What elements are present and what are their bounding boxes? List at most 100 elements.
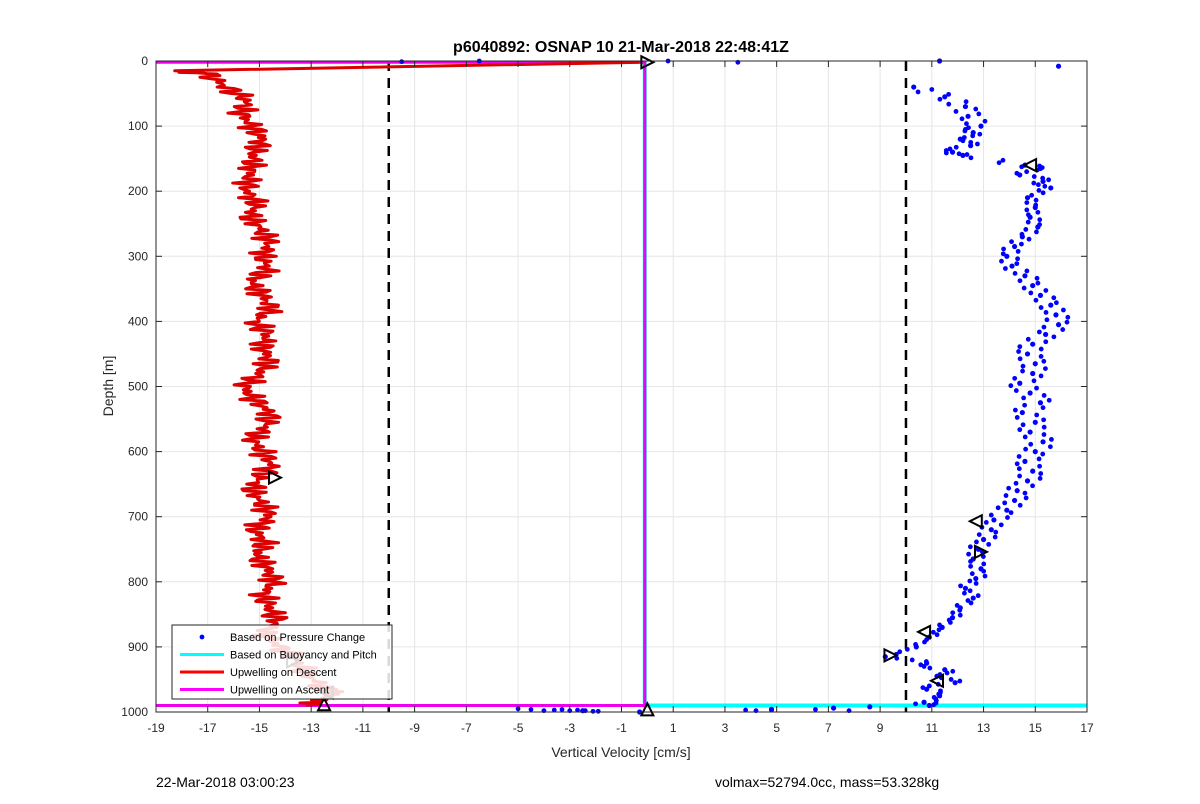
pressure-point	[1030, 468, 1036, 474]
pressure-point	[946, 91, 952, 97]
pressure-point	[1064, 319, 1070, 325]
triangle-marker	[915, 624, 932, 640]
pressure-point	[1004, 507, 1010, 513]
pressure-point	[1015, 256, 1020, 262]
pressure-point	[924, 686, 930, 692]
pressure-point	[1041, 432, 1047, 437]
pressure-point	[1008, 510, 1014, 516]
triangle-marker	[928, 673, 945, 689]
pressure-point	[1041, 393, 1047, 398]
pressure-point	[1065, 314, 1071, 320]
pressure-point	[1025, 219, 1031, 225]
pressure-point	[991, 517, 997, 523]
pressure-point	[1041, 424, 1047, 430]
pressure-point	[957, 607, 963, 613]
pressure-point	[1031, 378, 1037, 384]
pressure-point	[1032, 204, 1038, 211]
pressure-point	[1030, 341, 1036, 347]
pressure-point	[1027, 390, 1033, 396]
footer-volmax-mass: volmax=52794.0cc, mass=53.328kg	[715, 774, 940, 790]
pressure-point	[1017, 427, 1023, 433]
pressure-point	[926, 702, 932, 709]
pressure-point	[595, 708, 601, 714]
pressure-point	[960, 138, 966, 144]
pressure-point	[1013, 388, 1019, 393]
pressure-point	[946, 101, 952, 107]
pressure-point	[1022, 490, 1028, 496]
pressure-point	[982, 118, 988, 124]
pressure-point	[1035, 280, 1041, 286]
pressure-point	[1033, 297, 1039, 303]
pressure-point	[964, 152, 970, 157]
legend-label: Upwelling on Descent	[230, 667, 336, 679]
pressure-point	[1002, 500, 1008, 506]
pressure-point	[1060, 327, 1066, 332]
pressure-point	[897, 649, 903, 655]
pressure-point	[1042, 183, 1048, 189]
x-tick-label: 17	[1080, 721, 1094, 735]
pressure-point	[1025, 336, 1031, 342]
x-tick-label: -5	[513, 721, 524, 735]
pressure-point	[1017, 502, 1023, 508]
pressure-point	[1016, 466, 1022, 472]
pressure-point	[936, 693, 943, 699]
triangle-marker	[640, 54, 656, 70]
pressure-point	[949, 149, 956, 155]
pressure-point	[1047, 444, 1053, 450]
pressure-point	[1037, 463, 1042, 469]
pressure-point	[1034, 229, 1039, 235]
y-tick-label: 1000	[121, 705, 148, 719]
pressure-point	[1049, 436, 1054, 442]
footer-timestamp: 22-Mar-2018 03:00:23	[156, 774, 295, 790]
pressure-point	[1027, 429, 1033, 435]
pressure-point	[1035, 224, 1041, 230]
pressure-point	[934, 632, 940, 638]
pressure-point	[967, 578, 973, 584]
legend: Based on Pressure Change Based on Buoyanc…	[171, 624, 393, 700]
x-tick-label: 15	[1029, 721, 1043, 735]
pressure-point	[1024, 207, 1030, 213]
pressure-point	[976, 111, 982, 117]
y-tick-label: 200	[128, 184, 148, 198]
pressure-point	[967, 588, 973, 594]
pressure-point	[1001, 246, 1006, 252]
pressure-point	[975, 141, 980, 147]
pressure-point	[1028, 290, 1034, 296]
legend-box	[171, 624, 393, 700]
pressure-point	[894, 655, 900, 661]
pressure-point	[1043, 310, 1049, 315]
pressure-point	[969, 571, 975, 577]
pressure-point	[922, 639, 927, 645]
pressure-point	[1041, 417, 1047, 423]
pressure-point	[959, 116, 965, 122]
pressure-point	[1043, 331, 1049, 338]
pressure-point	[968, 559, 973, 564]
pressure-point	[950, 610, 956, 616]
pressure-point	[962, 590, 967, 596]
triangle-marker	[967, 513, 983, 529]
pressure-point	[1038, 373, 1044, 379]
pressure-point	[1013, 480, 1019, 486]
pressure-point	[966, 551, 972, 557]
pressure-point	[1033, 197, 1039, 203]
pressure-point	[813, 706, 818, 712]
pressure-point	[1036, 329, 1042, 335]
pressure-point	[1017, 356, 1023, 362]
pressure-point	[1012, 270, 1018, 276]
pressure-point	[1023, 495, 1029, 501]
pressure-point	[1041, 324, 1047, 330]
pressure-point	[953, 144, 959, 150]
triangle-marker	[1021, 157, 1038, 173]
pressure-point	[1020, 422, 1026, 428]
y-tick-label: 600	[128, 445, 148, 459]
x-tick-label: 9	[877, 721, 884, 735]
pressure-point	[1012, 375, 1018, 381]
pressure-point	[1017, 380, 1023, 386]
pressure-point	[942, 94, 948, 100]
pressure-point	[982, 573, 988, 579]
pressure-point	[975, 593, 981, 599]
pressure-point	[1037, 400, 1044, 406]
pressure-point	[528, 706, 534, 712]
pressure-point	[1037, 292, 1044, 298]
